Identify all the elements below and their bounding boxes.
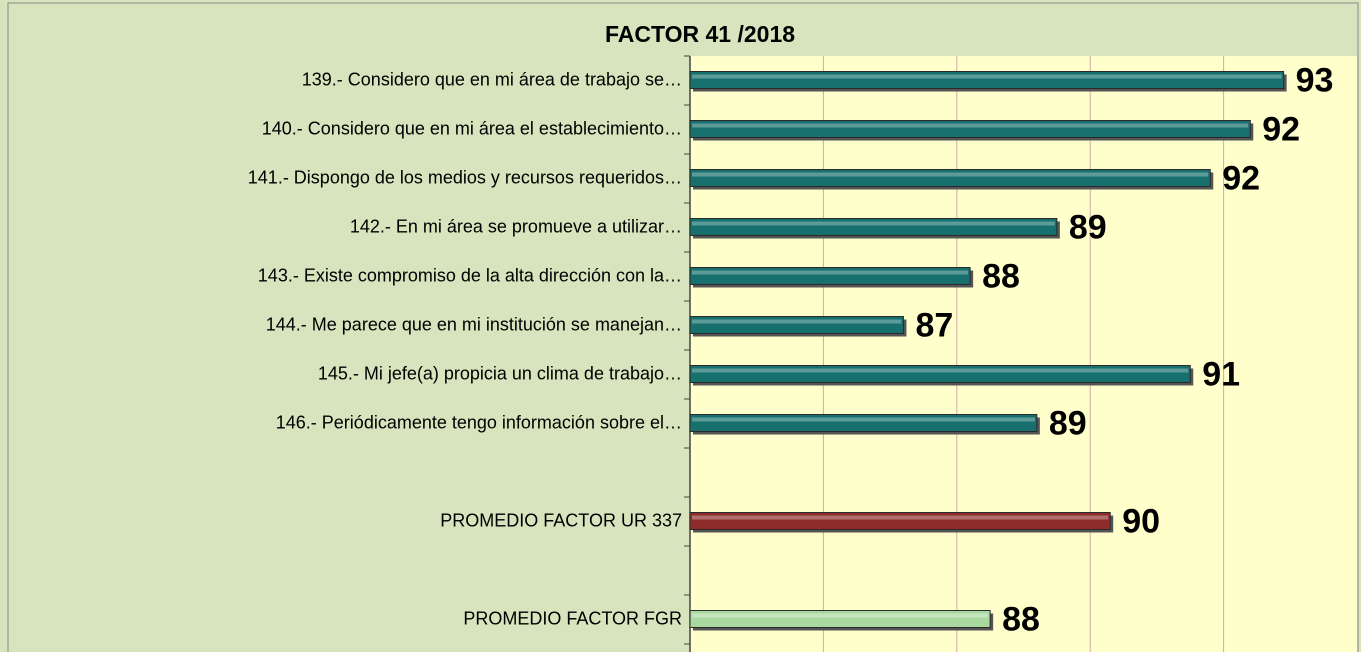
y-tick-label: 142.- En mi área se promueve a utilizar… bbox=[350, 216, 682, 236]
bar-highlight bbox=[692, 221, 1055, 226]
bar bbox=[689, 267, 971, 285]
value-label: 91 bbox=[1202, 355, 1240, 393]
bar-highlight bbox=[692, 515, 1109, 520]
bar-highlight bbox=[692, 172, 1209, 177]
bar bbox=[689, 610, 991, 628]
bar-highlight bbox=[692, 368, 1189, 373]
value-label: 90 bbox=[1122, 502, 1160, 540]
value-label: 92 bbox=[1262, 110, 1300, 148]
bar bbox=[689, 71, 1285, 89]
chart-title: FACTOR 41 /2018 bbox=[605, 21, 795, 47]
y-tick-label: 143.- Existe compromiso de la alta direc… bbox=[258, 265, 682, 285]
value-label: 92 bbox=[1222, 159, 1260, 197]
bar-highlight bbox=[692, 613, 989, 618]
y-tick-label: PROMEDIO FACTOR FGR bbox=[463, 608, 682, 628]
bar bbox=[689, 316, 904, 334]
value-label: 89 bbox=[1049, 404, 1087, 442]
bar bbox=[689, 218, 1058, 236]
y-tick-label: 140.- Considero que en mi área el establ… bbox=[262, 118, 682, 138]
value-label: 88 bbox=[982, 257, 1020, 295]
value-label: 88 bbox=[1002, 600, 1040, 638]
bar-highlight bbox=[692, 417, 1035, 422]
y-tick-label: PROMEDIO FACTOR UR 337 bbox=[440, 510, 682, 530]
bar bbox=[689, 414, 1038, 432]
bar-highlight bbox=[692, 123, 1249, 128]
value-label: 93 bbox=[1296, 61, 1334, 99]
bar bbox=[689, 169, 1211, 187]
bar bbox=[689, 120, 1251, 138]
y-tick-label: 141.- Dispongo de los medios y recursos … bbox=[248, 167, 682, 187]
bar-highlight bbox=[692, 319, 902, 324]
plot-area bbox=[690, 56, 1357, 652]
y-tick-label: 145.- Mi jefe(a) propicia un clima de tr… bbox=[318, 363, 682, 383]
value-label: 87 bbox=[915, 306, 953, 344]
y-tick-label: 146.- Periódicamente tengo información s… bbox=[276, 412, 682, 432]
bar-highlight bbox=[692, 74, 1282, 79]
bar-highlight bbox=[692, 270, 969, 275]
y-tick-label: 139.- Considero que en mi área de trabaj… bbox=[302, 69, 682, 89]
y-tick-label: 144.- Me parece que en mi institución se… bbox=[266, 314, 682, 334]
value-label: 89 bbox=[1069, 208, 1107, 246]
bar bbox=[689, 512, 1111, 530]
bar bbox=[689, 365, 1191, 383]
